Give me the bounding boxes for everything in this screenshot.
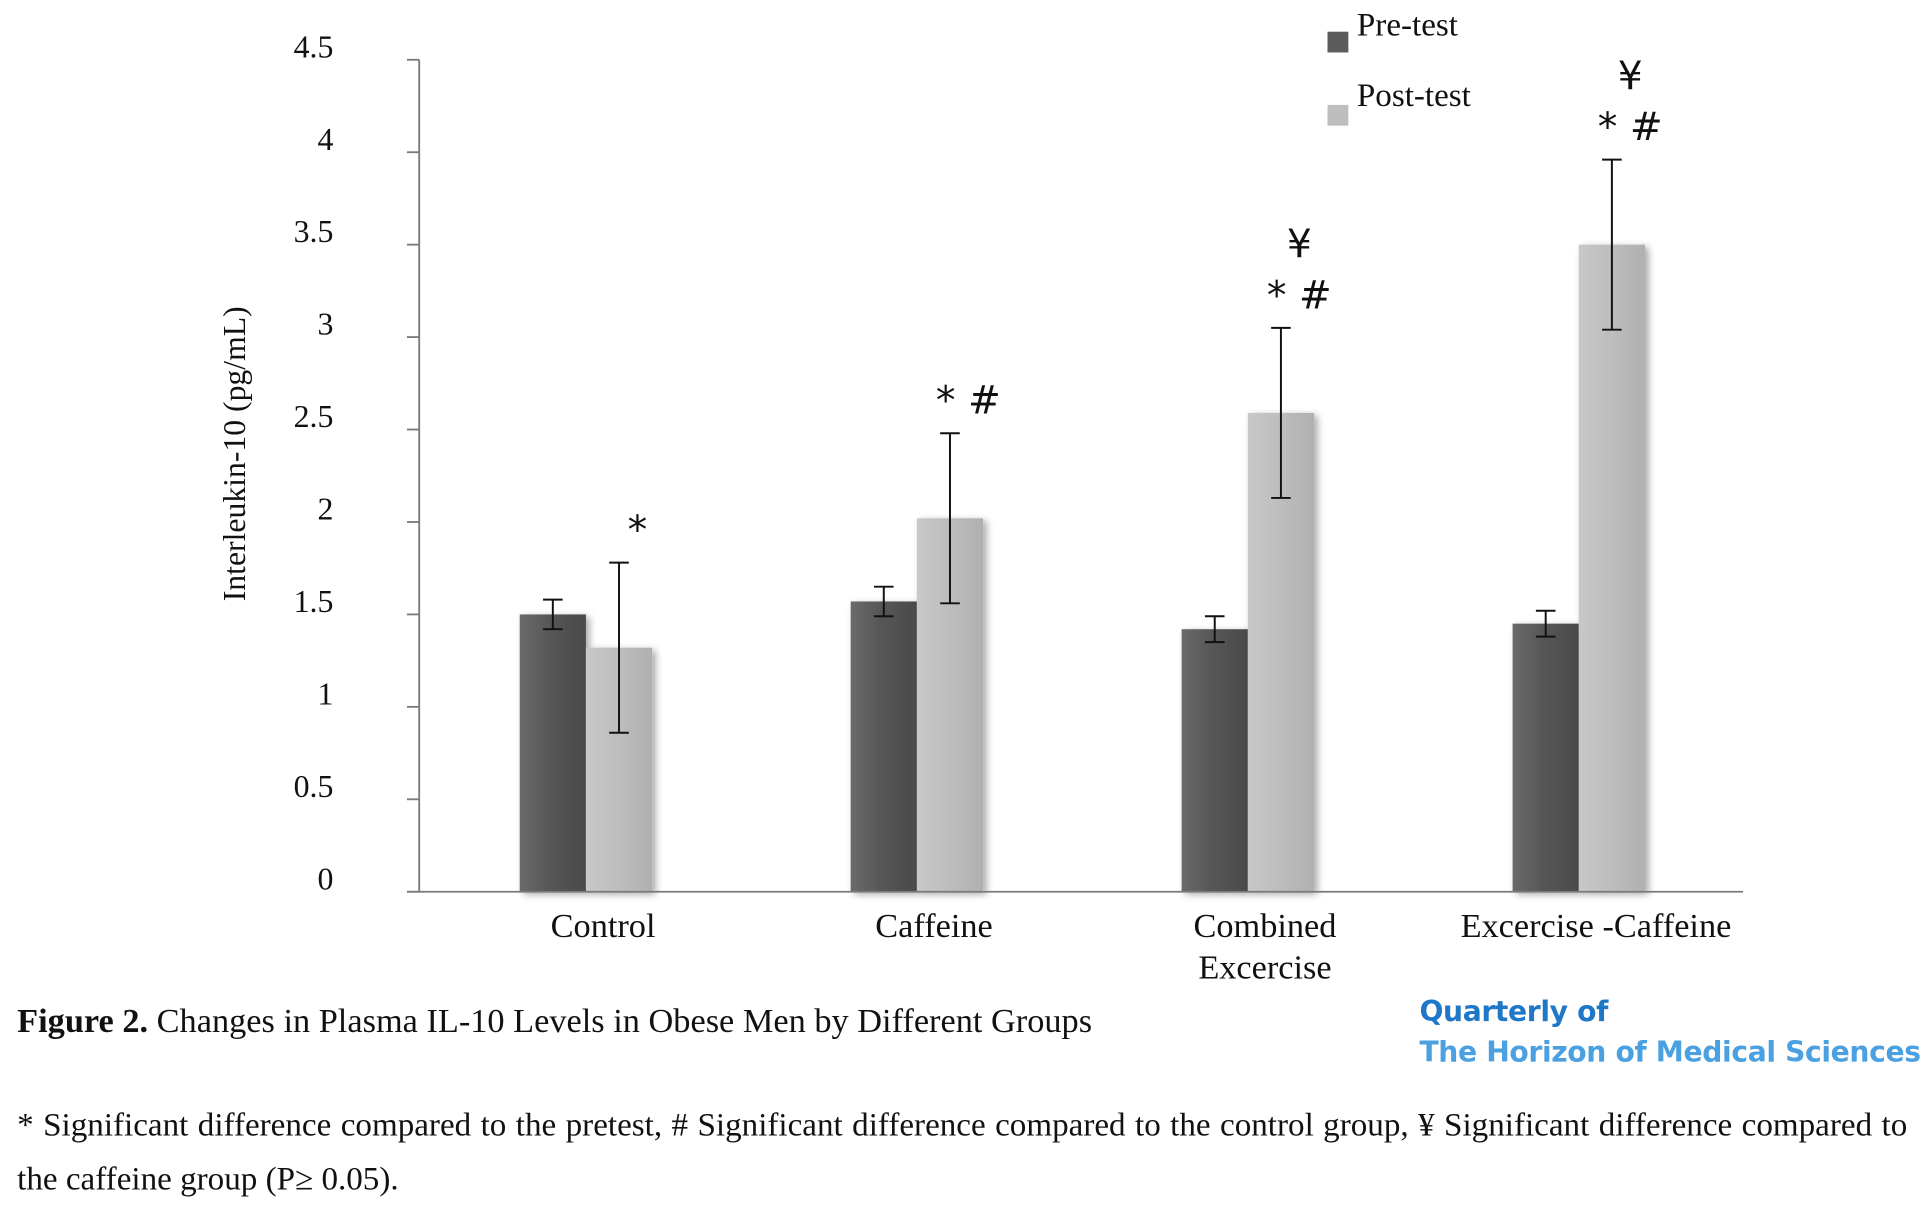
significance-marker: * # <box>1267 273 1332 318</box>
bar-pre-test <box>1512 623 1579 892</box>
significance-footnote: * Significant difference compared to the… <box>17 1106 1908 1197</box>
x-category-label: Control <box>551 907 656 945</box>
y-tick-label: 2.5 <box>294 399 334 434</box>
y-tick-label: 4 <box>317 122 333 157</box>
significance-markers: * * # ¥ * # ¥ * # <box>628 54 1663 553</box>
bars <box>519 244 1645 892</box>
y-tick-label: 3.5 <box>294 214 334 249</box>
figure-caption-text: Changes in Plasma IL-10 Levels in Obese … <box>148 1002 1093 1041</box>
bar-pre-test <box>519 614 586 892</box>
significance-marker: ¥ <box>1618 54 1643 99</box>
y-tick-label: 2 <box>317 492 333 527</box>
il10-bar-chart: Interleukin-10 (pg/mL) 0 0.5 1 1.5 2 2.5 3 3.5 4… <box>217 7 1744 986</box>
y-tick-labels: 0 0.5 1 1.5 2 2.5 3 3.5 4 4.5 <box>294 29 334 896</box>
legend-label-pre-test: Pre-test <box>1357 7 1458 43</box>
significance-marker: * <box>628 508 648 553</box>
legend-swatch-post-test <box>1327 104 1349 126</box>
legend-label-post-test: Post-test <box>1357 78 1471 114</box>
error-bars <box>543 158 1622 734</box>
significance-marker: * # <box>1598 105 1663 150</box>
figure-caption: Figure 2. Changes in Plasma IL-10 Levels… <box>17 1003 1390 1042</box>
journal-brand-line-2: The Horizon of Medical Sciences <box>1419 1036 1921 1069</box>
bar-pre-test <box>850 601 917 892</box>
significance-marker: * # <box>936 379 1001 424</box>
journal-brand-line-1: Quarterly of <box>1419 996 1608 1029</box>
x-category-label: Combined <box>1194 907 1337 945</box>
y-tick-label: 0.5 <box>294 769 334 804</box>
y-axis-label: Interleukin-10 (pg/mL) <box>217 306 252 601</box>
y-tick-label: 0 <box>317 861 333 896</box>
x-category-label: Excercise <box>1198 948 1331 986</box>
y-tick-label: 1.5 <box>294 584 334 619</box>
y-axis-ticks <box>406 58 420 893</box>
legend-swatch-pre-test <box>1327 31 1349 53</box>
significance-marker: ¥ <box>1287 222 1312 267</box>
y-tick-label: 3 <box>317 307 333 342</box>
journal-brand: Quarterly of The Horizon of Medical Scie… <box>1419 993 1921 1074</box>
y-tick-label: 4.5 <box>294 29 334 64</box>
x-category-label: Excercise -Caffeine <box>1461 907 1732 945</box>
bar-post-test <box>1578 244 1645 892</box>
bar-pre-test <box>1181 629 1248 892</box>
figure-caption-label: Figure 2. <box>17 1002 149 1041</box>
y-tick-label: 1 <box>317 676 333 711</box>
legend: Pre-test Post-test <box>1327 7 1471 126</box>
x-category-label: Caffeine <box>875 907 992 945</box>
